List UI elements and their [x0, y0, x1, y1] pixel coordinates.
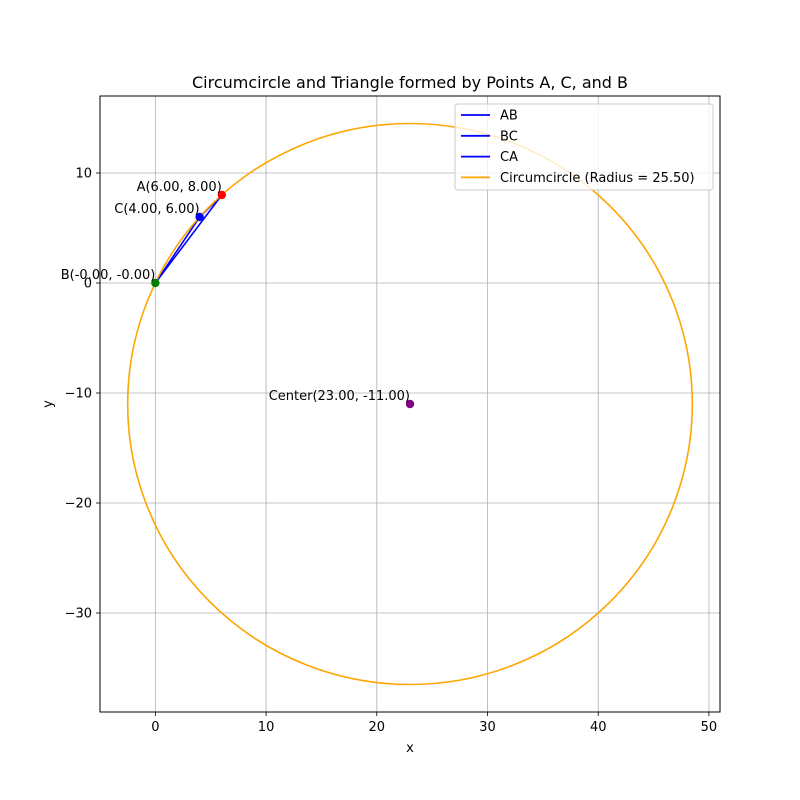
- x-tick-label: 50: [701, 720, 718, 735]
- legend-label: Circumcircle (Radius = 25.50): [500, 171, 695, 186]
- point-label: Center(23.00, -11.00): [269, 389, 410, 404]
- point-marker: [405, 399, 415, 409]
- x-axis-label: x: [406, 741, 414, 756]
- y-tick-label: 0: [84, 277, 92, 292]
- y-tick-label: −10: [65, 387, 92, 402]
- point-label: A(6.00, 8.00): [137, 180, 222, 195]
- x-tick-label: 20: [369, 720, 386, 735]
- axis-ticks: 0 10 20 30 40 50 −30 −20 −10 0 10: [65, 167, 718, 736]
- legend-label: BC: [500, 129, 518, 144]
- x-tick-label: 40: [590, 720, 607, 735]
- point-label: C(4.00, 6.00): [114, 202, 199, 217]
- y-tick-label: −30: [65, 607, 92, 622]
- chart-title: Circumcircle and Triangle formed by Poin…: [192, 73, 628, 92]
- grid: [100, 96, 720, 712]
- point-labels: A(6.00, 8.00) C(4.00, 6.00) B(-0.00, -0.00…: [61, 180, 410, 404]
- point-marker: [195, 212, 204, 222]
- y-tick-label: −20: [65, 497, 92, 512]
- segment-ab: [154, 194, 223, 284]
- x-tick-label: 10: [258, 720, 275, 735]
- legend-label: CA: [500, 150, 518, 165]
- point-label: B(-0.00, -0.00): [61, 268, 156, 283]
- legend: AB BC CA Circumcircle (Radius = 25.50): [454, 103, 714, 191]
- point-marker: [217, 190, 226, 200]
- circumcircle: [126, 122, 694, 686]
- legend-label: AB: [500, 109, 518, 124]
- y-axis-label: y: [41, 400, 56, 408]
- x-tick-label: 0: [151, 720, 159, 735]
- plot-area: [126, 122, 694, 686]
- legend-box: [454, 103, 714, 191]
- x-tick-label: 30: [479, 720, 496, 735]
- segment-bc: [154, 216, 201, 284]
- point-marker: [151, 278, 160, 288]
- y-tick-label: 10: [75, 167, 92, 182]
- axes-frame: [99, 95, 721, 713]
